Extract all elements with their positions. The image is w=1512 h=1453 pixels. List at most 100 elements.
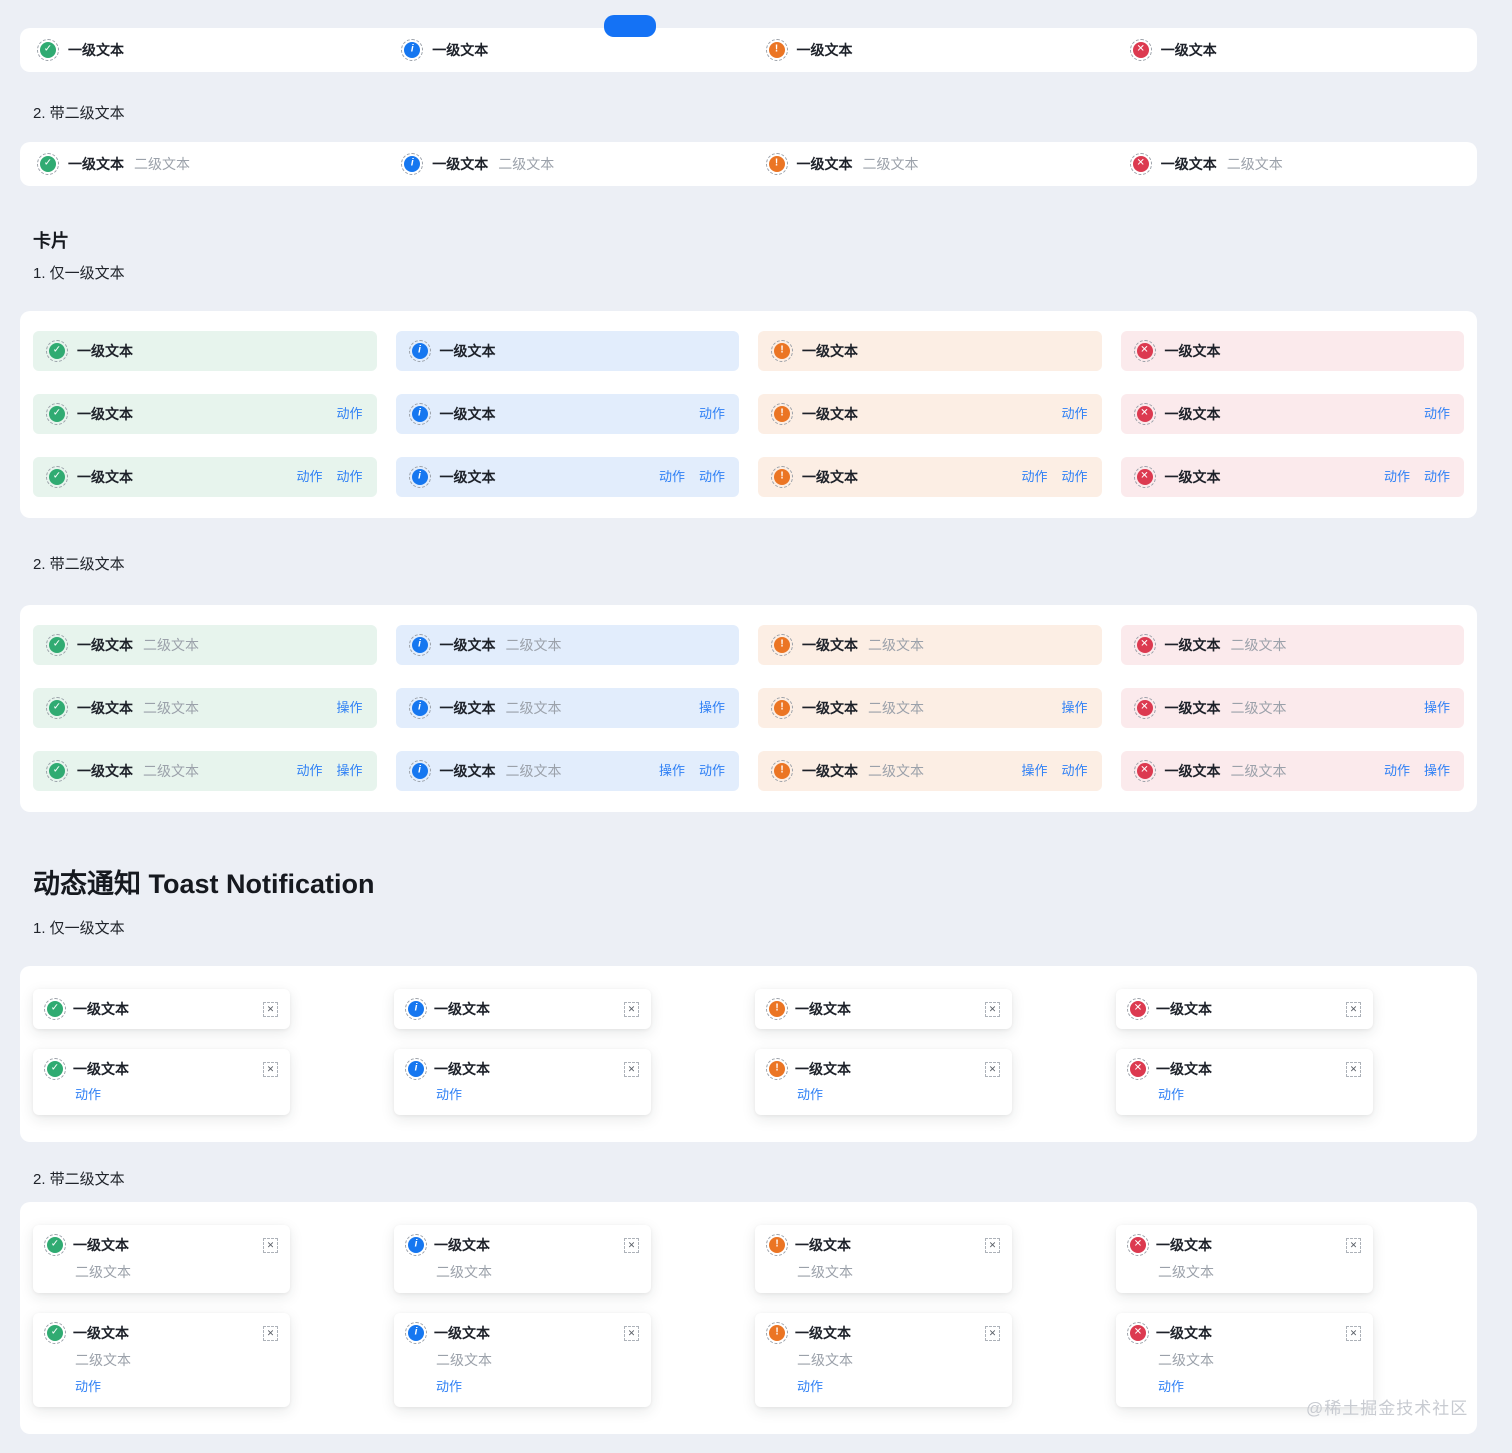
toast-card-error: ✕ 一级文本 ✕ [1116, 989, 1373, 1029]
heading-toast-sub2: 2. 带二级文本 [33, 1171, 125, 1188]
close-icon[interactable]: ✕ [624, 1001, 639, 1017]
warning-circle-icon-glyph: ! [780, 764, 784, 776]
primary-text: 一级文本 [795, 1001, 851, 1017]
action-link[interactable]: 动作 [1061, 763, 1088, 778]
primary-text: 一级文本 [1164, 637, 1221, 653]
close-icon[interactable]: ✕ [263, 1001, 278, 1017]
action-link[interactable]: 动作 [1158, 1379, 1185, 1394]
warning-circle-icon-glyph: ! [775, 1002, 779, 1014]
close-icon[interactable]: ✕ [624, 1061, 639, 1077]
secondary-text: 二级文本 [75, 1352, 131, 1368]
action-link[interactable]: 动作 [698, 763, 725, 778]
action-link[interactable]: 动作 [1423, 406, 1450, 421]
card-actions: 动作 动作 [1021, 468, 1087, 486]
alert-card-warning: ! 一级文本 动作 动作 [758, 457, 1102, 497]
error-circle-icon-glyph: ✕ [1140, 470, 1149, 482]
primary-text: 一级文本 [1156, 1237, 1212, 1253]
action-link[interactable]: 动作 [336, 406, 363, 421]
toast-header: ! 一级文本 ✕ [766, 1234, 1000, 1256]
alert-card-error: ✕ 一级文本 二级文本 [1120, 625, 1464, 665]
secondary-text: 二级文本 [1158, 1264, 1214, 1280]
action-link[interactable]: 动作 [436, 1379, 463, 1394]
action-link[interactable]: 动作 [1021, 469, 1048, 484]
action-link[interactable]: 动作 [75, 1087, 102, 1102]
primary-text: 一级文本 [434, 1001, 490, 1017]
check-circle-icon-glyph: ✓ [50, 1238, 60, 1250]
close-icon[interactable]: ✕ [1346, 1001, 1361, 1017]
warning-circle-icon: ! [771, 697, 793, 719]
action-link[interactable]: 动作 [797, 1379, 824, 1394]
toast-card-error: ✕ 一级文本 ✕ 二级文本 [1116, 1225, 1373, 1293]
alert-card-info: i 一级文本 动作 动作 [395, 457, 739, 497]
banner-item-info: i 一级文本 [384, 28, 748, 72]
close-icon[interactable]: ✕ [1346, 1325, 1361, 1341]
close-icon[interactable]: ✕ [985, 1237, 1000, 1253]
primary-text: 一级文本 [73, 1001, 129, 1017]
alert-card-info: i 一级文本 动作 [395, 394, 739, 434]
close-icon[interactable]: ✕ [985, 1325, 1000, 1341]
warning-circle-icon-glyph: ! [775, 1062, 779, 1074]
action-link[interactable]: 操作 [698, 700, 725, 715]
close-icon[interactable]: ✕ [263, 1325, 278, 1341]
alert-card-success: ✓ 一级文本 二级文本 操作 [33, 688, 377, 728]
action-link[interactable]: 动作 [1061, 469, 1088, 484]
toast-header: ✓ 一级文本 ✕ [44, 1058, 278, 1080]
primary-text: 一级文本 [432, 156, 489, 172]
primary-text: 一级文本 [68, 42, 124, 58]
action-link[interactable]: 操作 [336, 763, 363, 778]
primary-text: 一级文本 [802, 343, 858, 359]
action-link[interactable]: 动作 [1383, 469, 1410, 484]
error-circle-icon-glyph: ✕ [1133, 1062, 1143, 1074]
close-icon[interactable]: ✕ [1346, 1237, 1361, 1253]
close-icon[interactable]: ✕ [263, 1061, 278, 1077]
action-link[interactable]: 动作 [1158, 1087, 1185, 1102]
card-actions: 动作 操作 [296, 762, 362, 780]
action-link[interactable]: 动作 [797, 1087, 824, 1102]
warning-circle-icon: ! [765, 153, 788, 175]
secondary-text: 二级文本 [797, 1352, 853, 1368]
info-circle-icon-glyph: i [410, 43, 414, 55]
action-link[interactable]: 动作 [436, 1087, 463, 1102]
error-circle-icon-glyph: ✕ [1136, 43, 1145, 55]
card-actions: 动作 操作 [1384, 762, 1450, 780]
warning-circle-icon: ! [766, 998, 788, 1020]
close-icon[interactable]: ✕ [985, 1001, 1000, 1017]
action-link[interactable]: 动作 [1061, 406, 1088, 421]
info-circle-icon: i [408, 466, 431, 488]
toast-card-warning: ! 一级文本 ✕ 二级文本 动作 [755, 1313, 1012, 1407]
primary-text: 一级文本 [795, 1237, 851, 1253]
toast-actions: 动作 [1158, 1378, 1361, 1396]
action-link[interactable]: 操作 [1061, 700, 1088, 715]
action-link[interactable]: 动作 [698, 469, 725, 484]
action-link[interactable]: 操作 [658, 763, 685, 778]
close-icon[interactable]: ✕ [624, 1325, 639, 1341]
action-link[interactable]: 操作 [1021, 763, 1048, 778]
action-link[interactable]: 动作 [75, 1379, 102, 1394]
check-circle-icon: ✓ [46, 697, 68, 719]
info-circle-icon: i [405, 1234, 427, 1256]
primary-text: 一级文本 [439, 637, 496, 653]
info-circle-icon: i [408, 697, 431, 719]
warning-circle-icon: ! [766, 1058, 788, 1080]
check-circle-icon-glyph: ✓ [52, 638, 62, 650]
action-link[interactable]: 操作 [1423, 700, 1450, 715]
action-link[interactable]: 动作 [1383, 763, 1410, 778]
action-link[interactable]: 动作 [296, 763, 323, 778]
primary-text: 一级文本 [1164, 406, 1221, 422]
action-link[interactable]: 动作 [1423, 469, 1450, 484]
action-link[interactable]: 操作 [336, 700, 363, 715]
close-icon[interactable]: ✕ [624, 1237, 639, 1253]
close-icon[interactable]: ✕ [985, 1061, 1000, 1077]
warning-circle-icon-glyph: ! [774, 43, 779, 55]
check-circle-icon-glyph: ✓ [52, 407, 62, 419]
action-link[interactable]: 操作 [1423, 763, 1450, 778]
action-link[interactable]: 动作 [296, 469, 323, 484]
error-circle-icon: ✕ [1129, 39, 1152, 61]
close-icon[interactable]: ✕ [263, 1237, 278, 1253]
check-circle-icon: ✓ [44, 998, 66, 1020]
action-link[interactable]: 动作 [336, 469, 363, 484]
action-link[interactable]: 动作 [658, 469, 685, 484]
scroll-pill-button[interactable] [604, 15, 656, 37]
action-link[interactable]: 动作 [698, 406, 725, 421]
close-icon[interactable]: ✕ [1346, 1061, 1361, 1077]
